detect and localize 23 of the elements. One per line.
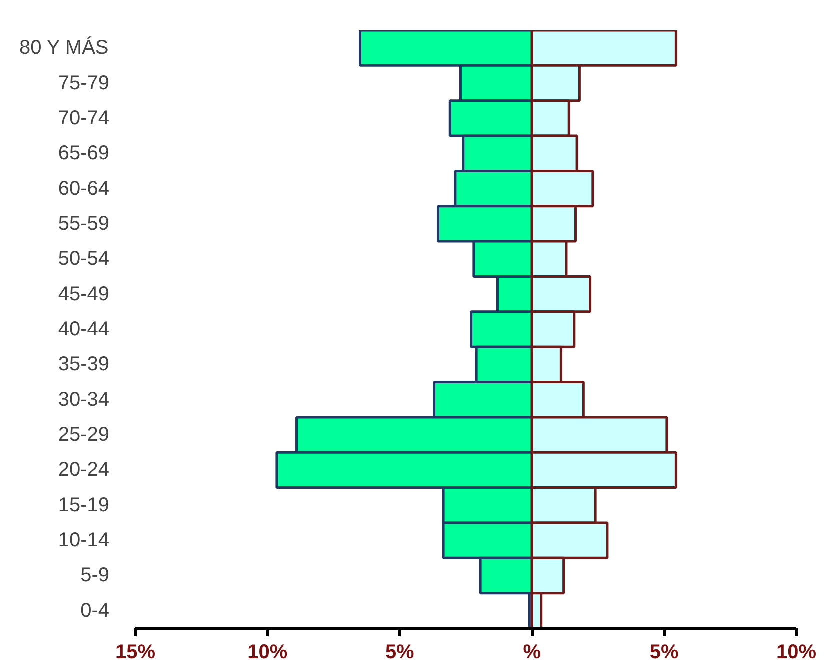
y-tick-label: 10-14 [58, 530, 110, 552]
x-tick-label: 15% [115, 642, 156, 664]
y-tick-label: 75-79 [58, 72, 110, 94]
x-tick-label: % [523, 642, 542, 664]
x-tick-label: 5% [385, 642, 415, 664]
y-tick-label: 35-39 [58, 354, 110, 376]
y-tick-label: 70-74 [58, 107, 110, 130]
y-tick-label: 0-4 [80, 600, 110, 622]
y-tick-label: 25-29 [58, 424, 110, 446]
y-tick-label: 65-69 [58, 142, 110, 165]
y-tick-label: 40-44 [58, 318, 110, 340]
y-tick-label: 5-9 [80, 564, 110, 587]
y-tick-label: 50-54 [58, 248, 110, 270]
y-tick-label: 60-64 [58, 178, 110, 200]
y-tick-label: 30-34 [58, 388, 110, 411]
y-tick-label: 15-19 [58, 494, 110, 516]
x-tick-label: 10% [776, 642, 817, 664]
y-tick-label: 45-49 [58, 283, 110, 306]
x-tick-label: 10% [248, 642, 288, 664]
y-tick-label: 80 Y MÁS [19, 36, 109, 60]
y-tick-label: 20-24 [58, 459, 110, 482]
x-tick-label: 5% [650, 642, 679, 664]
y-tick-label: 55-59 [58, 212, 110, 235]
